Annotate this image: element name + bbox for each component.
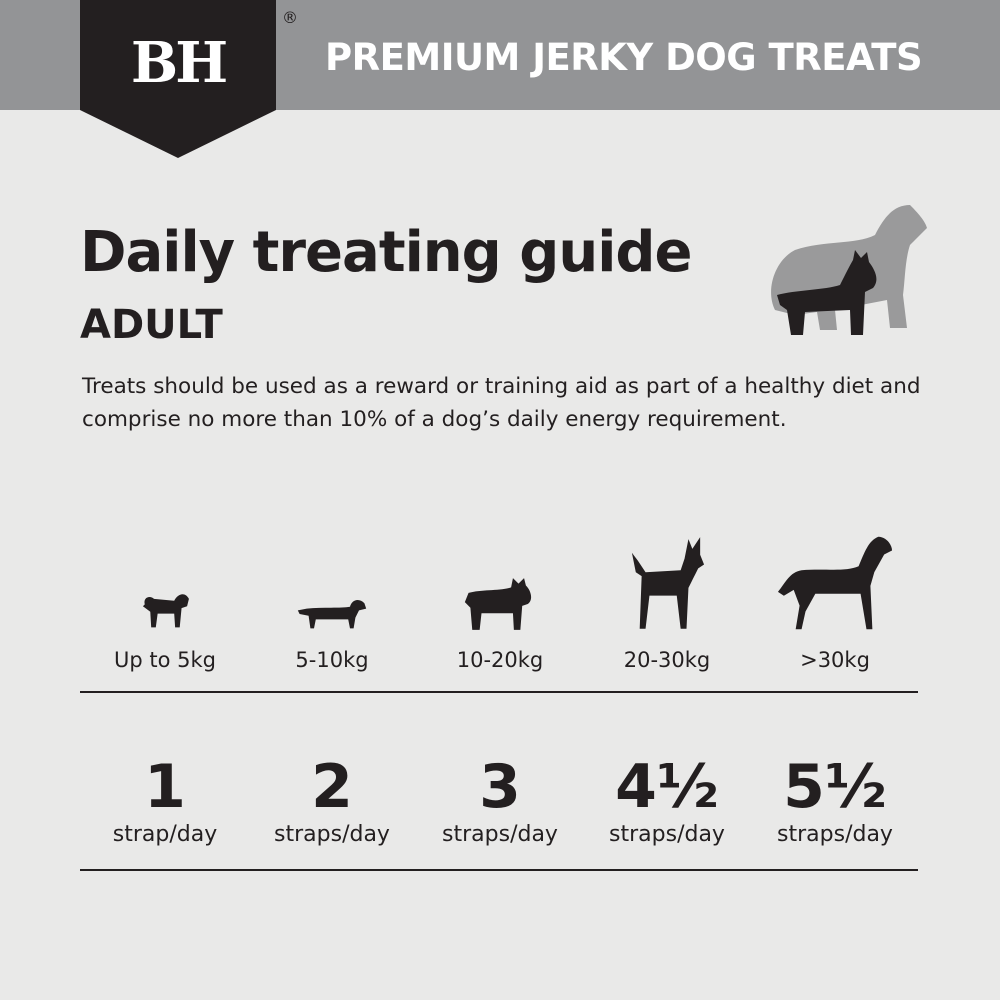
dachshund-icon (247, 596, 417, 632)
tagline: PREMIUM JERKY DOG TREATS (325, 36, 923, 79)
treat-unit: straps/day (274, 822, 390, 847)
treat-unit: straps/day (609, 822, 725, 847)
treat-amount: 2 (311, 752, 353, 822)
weight-label: 5-10kg (295, 648, 369, 672)
weight-label: 20-30kg (623, 648, 711, 672)
dogs-illustration-icon (771, 205, 927, 335)
divider-bottom (80, 869, 918, 871)
description: Treats should be used as a reward or tra… (82, 374, 921, 432)
brand-logo: BH (130, 30, 228, 96)
treat-amount: 1 (144, 752, 186, 822)
treat-unit: straps/day (777, 822, 893, 847)
page-subtitle: ADULT (80, 302, 223, 348)
weight-label: >30kg (800, 648, 870, 672)
logo-shield (80, 0, 276, 158)
treat-amount: 5½ (783, 752, 887, 822)
bulldog-icon (415, 576, 585, 632)
page-title: Daily treating guide (80, 220, 692, 285)
weight-label: 10-20kg (456, 648, 544, 672)
treat-amount: 3 (479, 752, 521, 822)
treat-amount: 4½ (615, 752, 719, 822)
treat-unit: straps/day (442, 822, 558, 847)
treat-unit: strap/day (112, 822, 218, 847)
divider-top (80, 691, 918, 693)
small-dog-icon (80, 586, 250, 632)
terrier-icon (582, 532, 752, 632)
registered-mark: ® (282, 8, 298, 27)
great-dane-icon (750, 532, 920, 632)
weight-label: Up to 5kg (114, 648, 216, 672)
